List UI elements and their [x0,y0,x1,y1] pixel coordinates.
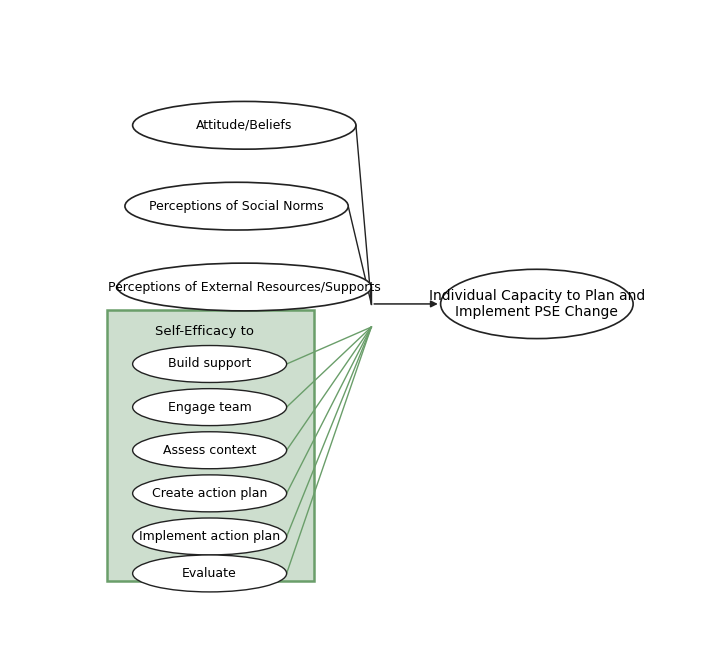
Text: Perceptions of Social Norms: Perceptions of Social Norms [149,200,324,212]
Ellipse shape [125,182,348,230]
Ellipse shape [132,388,287,425]
Text: Evaluate: Evaluate [182,567,237,580]
Text: Individual Capacity to Plan and
Implement PSE Change: Individual Capacity to Plan and Implemen… [429,289,645,319]
Ellipse shape [132,101,356,149]
Text: Create action plan: Create action plan [152,487,268,500]
Text: Perceptions of External Resources/Supports: Perceptions of External Resources/Suppor… [108,280,381,294]
Ellipse shape [118,263,371,311]
Text: Build support: Build support [168,358,251,370]
Bar [107,310,314,581]
Ellipse shape [132,475,287,512]
Text: Attitude/Beliefs: Attitude/Beliefs [196,119,292,132]
Ellipse shape [132,518,287,555]
Ellipse shape [132,345,287,382]
Ellipse shape [132,432,287,469]
Ellipse shape [440,269,633,339]
Text: Self-Efficacy to: Self-Efficacy to [155,325,253,339]
Text: Implement action plan: Implement action plan [139,530,280,543]
Ellipse shape [132,555,287,592]
Text: Assess context: Assess context [163,444,256,457]
Text: Engage team: Engage team [168,401,251,414]
